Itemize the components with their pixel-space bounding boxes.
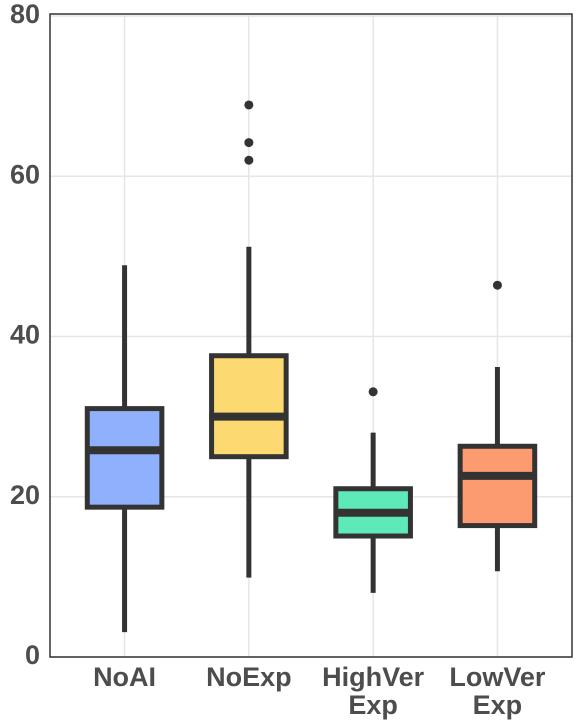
y-tick-label: 60 — [10, 159, 40, 189]
x-tick-label: HighVer — [322, 662, 425, 692]
x-tick-label: Exp — [473, 690, 523, 720]
y-tick-label: 0 — [25, 640, 40, 670]
box — [84, 406, 165, 510]
y-tick-label: 80 — [10, 0, 40, 29]
outlier — [244, 100, 254, 110]
box — [209, 353, 289, 460]
y-tick-label: 40 — [10, 320, 40, 350]
outlier — [244, 155, 254, 165]
outlier — [492, 280, 502, 290]
x-tick-label: NoAI — [93, 662, 156, 692]
outlier — [368, 387, 378, 397]
outlier — [244, 138, 254, 148]
panel-border — [49, 13, 573, 658]
x-tick-label: Exp — [348, 690, 398, 720]
x-tick-label: NoExp — [206, 662, 292, 692]
box — [457, 443, 538, 529]
x-tick-label: LowVer — [449, 662, 546, 692]
y-tick-label: 20 — [10, 480, 40, 510]
